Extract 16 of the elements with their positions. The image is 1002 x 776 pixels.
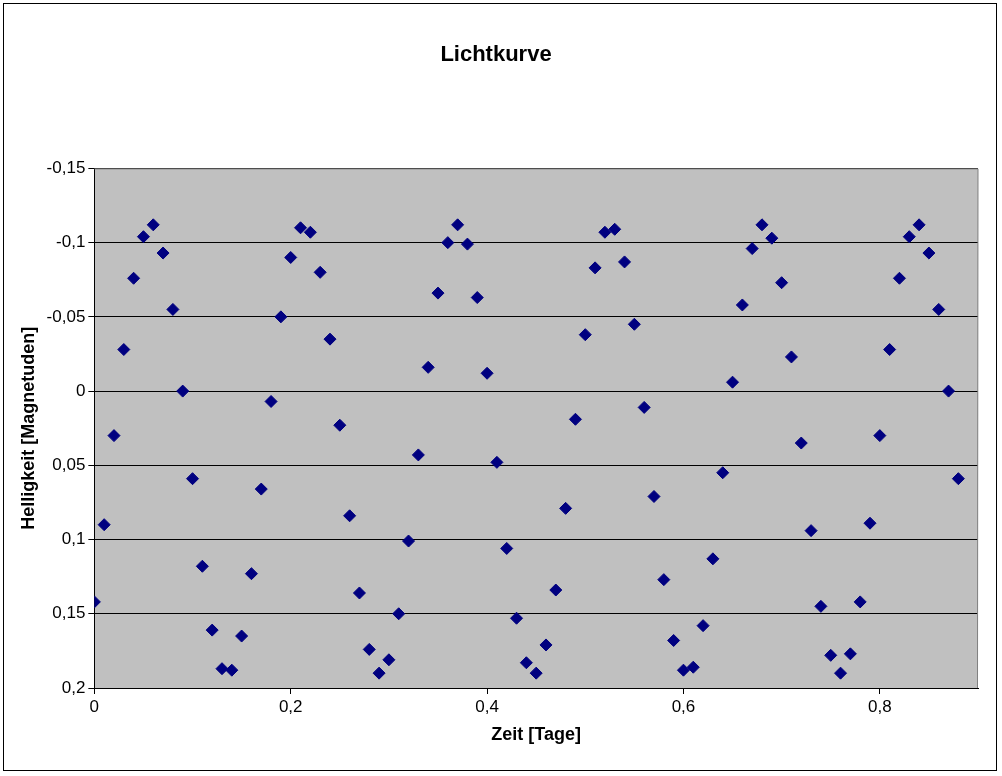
x-tick-label: 0,6 <box>671 696 696 716</box>
y-tick-label: 0 <box>75 380 86 400</box>
y-tick-label: -0,05 <box>46 306 86 326</box>
x-tick-label: 0,8 <box>868 696 892 716</box>
y-tick-label: 0,2 <box>61 677 86 697</box>
y-tick-label: -0,1 <box>56 232 86 252</box>
y-tick-label: 0,05 <box>52 455 86 474</box>
x-axis-title: Zeit [Tage] <box>491 724 582 745</box>
x-tick-label: 0 <box>89 696 100 716</box>
y-tick-label: 0,1 <box>61 529 86 549</box>
y-tick-label: -0,15 <box>46 158 86 178</box>
x-tick-label: 0,2 <box>278 696 303 716</box>
y-axis-title: Helligkeit [Magnetuden] <box>17 326 38 530</box>
chart-title: Lichtkurve <box>440 41 552 67</box>
y-tick-label: 0,15 <box>52 603 86 623</box>
x-tick-label: 0,4 <box>475 696 499 716</box>
